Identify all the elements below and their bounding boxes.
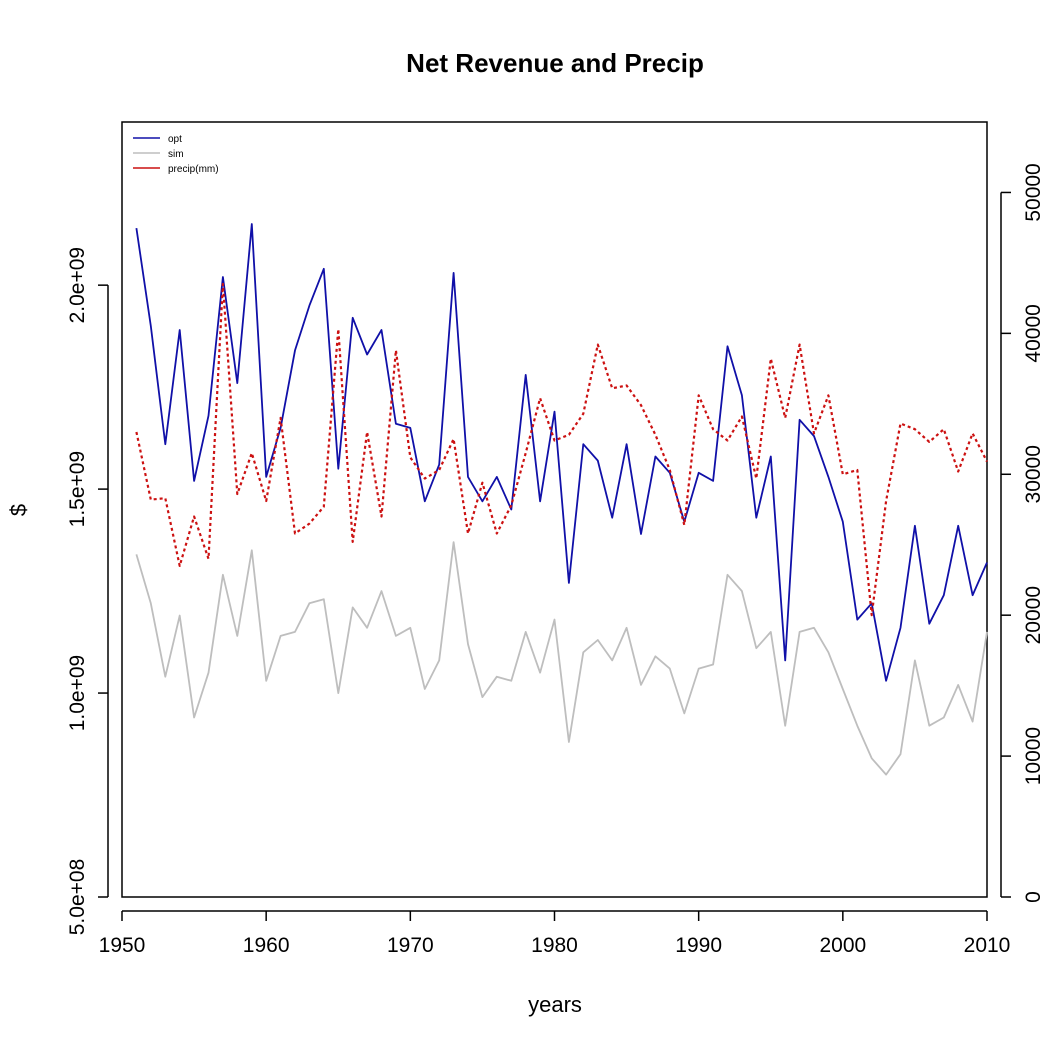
series-line-sim bbox=[135, 541, 988, 776]
series-line-opt bbox=[135, 223, 988, 682]
legend-label-opt: opt bbox=[168, 134, 182, 145]
y-axis-title: $ bbox=[6, 504, 31, 516]
right-axis-tick-label: 10000 bbox=[1022, 727, 1045, 785]
right-axis-tick-label: 20000 bbox=[1022, 586, 1045, 644]
legend-label-precip-mm: precip(mm) bbox=[168, 164, 219, 175]
x-axis-tick-label: 1950 bbox=[99, 934, 146, 957]
right-axis-tick-label: 30000 bbox=[1022, 445, 1045, 503]
legend: opt sim precip(mm) bbox=[133, 134, 219, 175]
left-y-axis: 5.0e+08 1.0e+09 1.5e+09 2.0e+09 bbox=[66, 247, 109, 936]
series-layer bbox=[135, 223, 988, 776]
x-axis-tick-label: 1980 bbox=[531, 934, 578, 957]
right-axis-tick-label: 40000 bbox=[1022, 304, 1045, 362]
x-axis-tick-label: 2010 bbox=[964, 934, 1011, 957]
x-axis-title: years bbox=[528, 992, 582, 1017]
right-axis-tick-label: 0 bbox=[1022, 891, 1045, 903]
x-axis-tick-label: 1970 bbox=[387, 934, 434, 957]
right-axis-tick-label: 50000 bbox=[1022, 163, 1045, 221]
left-axis-tick-label: 1.0e+09 bbox=[66, 655, 89, 732]
left-axis-tick-label: 2.0e+09 bbox=[66, 247, 89, 324]
x-axis: 1950 1960 1970 1980 1990 2000 2010 bbox=[99, 910, 1011, 957]
left-axis-tick-label: 5.0e+08 bbox=[66, 859, 89, 936]
plot-frame bbox=[121, 121, 988, 898]
x-axis-tick-label: 1990 bbox=[675, 934, 722, 957]
left-axis-tick-label: 1.5e+09 bbox=[66, 451, 89, 527]
x-axis-tick-label: 1960 bbox=[243, 934, 290, 957]
x-axis-tick-label: 2000 bbox=[819, 934, 866, 957]
legend-label-sim: sim bbox=[168, 149, 184, 160]
chart-title: Net Revenue and Precip bbox=[406, 48, 704, 78]
right-y-axis: 0 10000 20000 30000 40000 50000 bbox=[1000, 163, 1045, 903]
